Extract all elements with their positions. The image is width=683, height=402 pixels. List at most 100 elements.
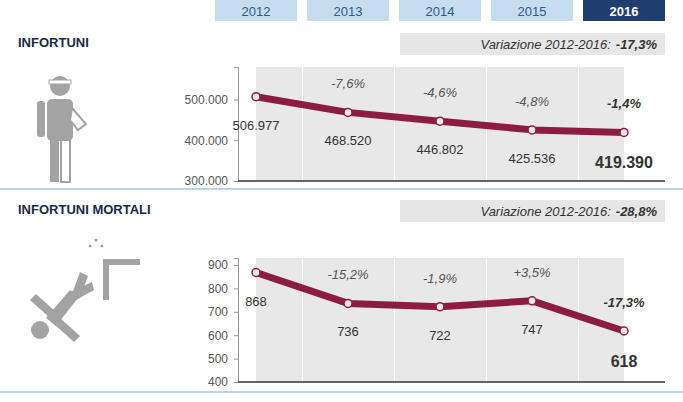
year-label: 2013 bbox=[334, 4, 363, 19]
data-line bbox=[256, 97, 624, 133]
variation-labels: -15,2% -1,9% +3,5% -17,3% bbox=[327, 265, 645, 310]
variation-label: -17,3% bbox=[603, 295, 645, 310]
data-point bbox=[436, 117, 444, 125]
year-box bbox=[307, 0, 389, 21]
chart-container: 20122013201420152016INFORTUNIVariazione … bbox=[0, 0, 683, 402]
data-label: 425.536 bbox=[509, 151, 556, 166]
variation-label: -4,8% bbox=[515, 94, 549, 109]
y-tick-mark bbox=[234, 288, 238, 289]
y-tick-label: 400.000 bbox=[185, 134, 229, 148]
icon-part bbox=[50, 76, 70, 96]
y-tick-mark bbox=[234, 312, 238, 313]
icon-part bbox=[89, 245, 92, 248]
icon bbox=[37, 76, 86, 182]
year-box bbox=[583, 0, 665, 21]
data-point bbox=[620, 128, 628, 136]
y-tick: 900 bbox=[208, 258, 238, 272]
icon-part bbox=[49, 80, 71, 84]
y-axis: 400 500 600 700 800 900 bbox=[208, 258, 239, 389]
data-point bbox=[620, 327, 628, 335]
header: 20122013201420152016 bbox=[215, 0, 665, 21]
y-tick: 500.000 bbox=[185, 93, 238, 107]
data-label: 868 bbox=[245, 294, 267, 309]
data-label: 506.977 bbox=[233, 118, 280, 133]
y-tick-mark bbox=[234, 335, 238, 336]
y-tick: 400.000 bbox=[185, 134, 238, 148]
data-label: 618 bbox=[611, 353, 638, 370]
variation-label: -4,6% bbox=[423, 85, 457, 100]
year-label: 2016 bbox=[610, 4, 639, 19]
y-tick-label: 300.000 bbox=[185, 174, 229, 188]
variation-label: -15,2% bbox=[327, 267, 368, 282]
column-band bbox=[303, 258, 394, 382]
panel: INFORTUNI MORTALI Variazione 2012-2016: -2… bbox=[0, 200, 683, 392]
year-label: 2014 bbox=[426, 4, 455, 19]
subtitle-box bbox=[400, 33, 665, 55]
icon-part bbox=[95, 239, 98, 242]
y-axis: 300.000 400.000 500.000 bbox=[185, 68, 239, 189]
column-band bbox=[487, 258, 578, 382]
y-tick: 800 bbox=[208, 282, 238, 296]
separator bbox=[0, 391, 683, 393]
variation-label: -7,6% bbox=[331, 76, 365, 91]
subtitle-text: Variazione 2012-2016: bbox=[480, 37, 611, 52]
variation-label: -1,9% bbox=[423, 271, 457, 286]
icon-part bbox=[30, 294, 56, 318]
data-point bbox=[252, 269, 260, 277]
y-tick-mark bbox=[234, 181, 238, 182]
data-label: 419.390 bbox=[595, 154, 653, 171]
variation-label: +3,5% bbox=[513, 265, 550, 280]
y-tick-mark bbox=[234, 265, 238, 266]
y-tick: 400 bbox=[208, 375, 238, 389]
y-tick: 700 bbox=[208, 305, 238, 319]
chart-svg: 20122013201420152016INFORTUNIVariazione … bbox=[0, 0, 683, 402]
subtitle-value: -28,8% bbox=[616, 204, 658, 219]
variation-labels: -7,6%-4,6%-4,8%-1,4% bbox=[331, 76, 641, 111]
icon-part bbox=[50, 140, 59, 182]
y-tick-mark bbox=[234, 359, 238, 360]
icon-part bbox=[70, 108, 86, 130]
panel: INFORTUNIVariazione 2012-2016:-17,3%300.… bbox=[0, 33, 683, 189]
data-point bbox=[528, 126, 536, 134]
plot-area bbox=[252, 269, 628, 335]
icon bbox=[30, 239, 140, 343]
y-tick-label: 900 bbox=[208, 258, 228, 272]
baseline bbox=[238, 381, 665, 383]
data-label: 736 bbox=[337, 324, 359, 339]
y-tick-mark bbox=[234, 100, 238, 101]
data-label: 446.802 bbox=[417, 142, 464, 157]
data-point bbox=[436, 303, 444, 311]
y-tick: 300.000 bbox=[185, 174, 238, 188]
subtitle-box bbox=[400, 200, 665, 222]
icon-part bbox=[72, 272, 88, 298]
year-box bbox=[491, 0, 573, 21]
y-tick-label: 700 bbox=[208, 305, 228, 319]
subtitle-text: Variazione 2012-2016: bbox=[480, 204, 611, 219]
year-box bbox=[215, 0, 297, 21]
chart-title: INFORTUNI MORTALI bbox=[18, 202, 151, 217]
y-tick-label: 800 bbox=[208, 282, 228, 296]
data-point bbox=[344, 299, 352, 307]
y-tick-mark bbox=[234, 382, 238, 383]
data-point bbox=[528, 297, 536, 305]
y-tick: 600 bbox=[208, 329, 238, 343]
column-band bbox=[395, 258, 486, 382]
baseline bbox=[238, 180, 665, 182]
year-label: 2015 bbox=[518, 4, 547, 19]
data-point bbox=[344, 108, 352, 116]
data-labels: 506.977 468.520 446.802 425.536 419.390 bbox=[233, 118, 654, 172]
icon-part bbox=[31, 321, 49, 339]
icon-part bbox=[61, 140, 70, 182]
y-axis-line bbox=[234, 259, 239, 383]
data-label: 722 bbox=[429, 328, 451, 343]
y-tick-mark bbox=[234, 140, 238, 141]
y-tick-label: 500.000 bbox=[185, 93, 229, 107]
icon-part bbox=[101, 245, 104, 248]
y-tick-label: 500 bbox=[208, 352, 228, 366]
chart-title: INFORTUNI bbox=[18, 35, 89, 50]
y-tick-label: 600 bbox=[208, 329, 228, 343]
y-tick: 500 bbox=[208, 352, 238, 366]
icon-part bbox=[37, 101, 45, 137]
y-tick-label: 400 bbox=[208, 375, 228, 389]
data-label: 468.520 bbox=[325, 133, 372, 148]
